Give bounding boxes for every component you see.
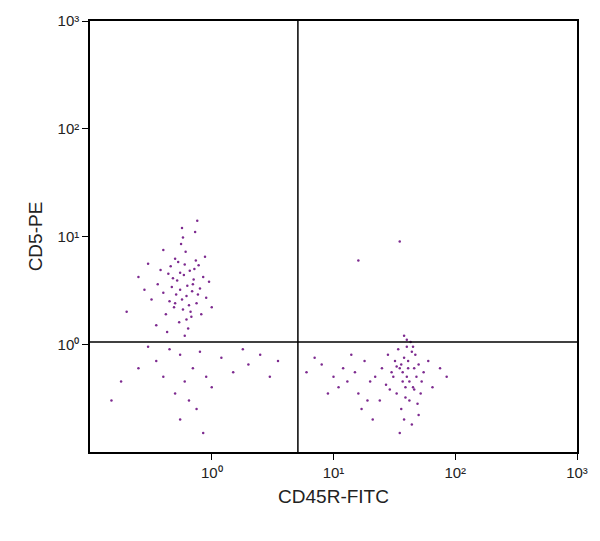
svg-text:CD5-PE: CD5-PE (25, 202, 46, 272)
svg-text:10²: 10² (444, 464, 466, 481)
svg-text:10³: 10³ (566, 464, 588, 481)
svg-text:CD45R-FITC: CD45R-FITC (278, 486, 389, 507)
svg-text:10¹: 10¹ (58, 228, 80, 245)
svg-text:10⁰: 10⁰ (201, 464, 223, 481)
svg-text:10⁰: 10⁰ (58, 336, 80, 353)
svg-text:10³: 10³ (58, 12, 80, 29)
svg-text:10²: 10² (58, 120, 80, 137)
svg-text:10¹: 10¹ (323, 464, 345, 481)
